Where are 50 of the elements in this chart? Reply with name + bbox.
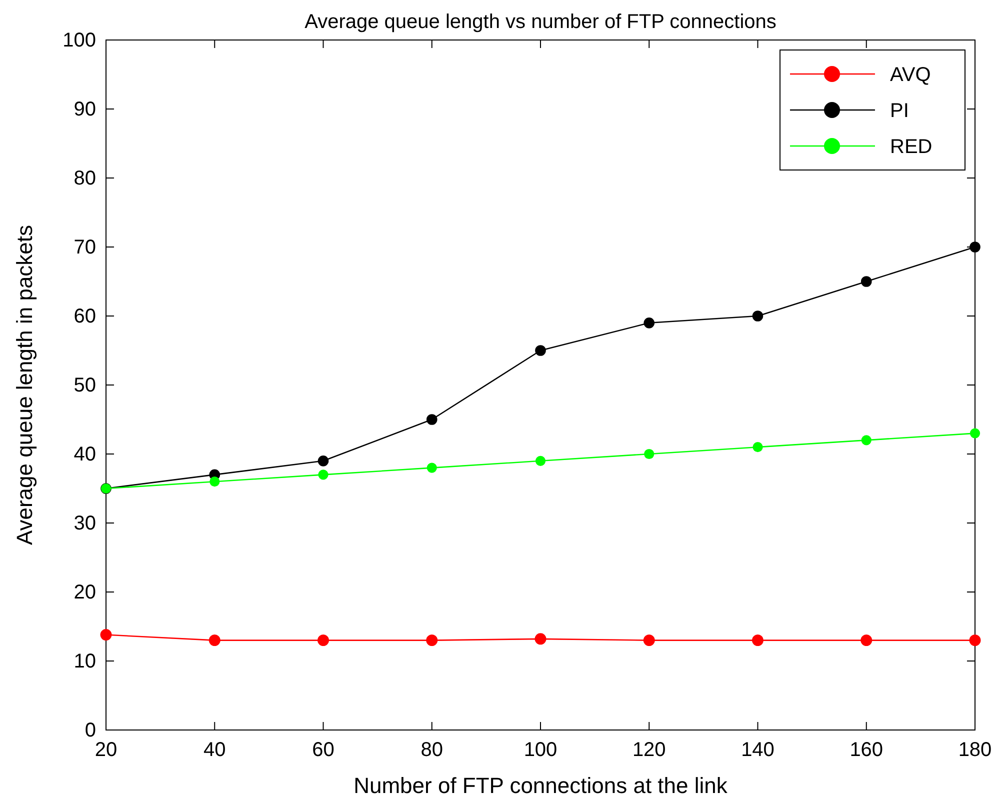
- x-tick-label: 120: [632, 739, 666, 762]
- point: [752, 310, 764, 322]
- point: [860, 634, 872, 646]
- point: [534, 633, 546, 645]
- point: [210, 476, 220, 487]
- y-tick-label: 30: [74, 512, 96, 534]
- point: [644, 448, 654, 460]
- y-tick-label: 0: [84, 719, 96, 742]
- point: [969, 634, 981, 646]
- y-tick-label: 10: [74, 650, 96, 672]
- point: [644, 318, 655, 328]
- legend-label: PI: [890, 100, 909, 122]
- point: [317, 634, 330, 646]
- point: [208, 634, 220, 646]
- x-tick-label: 180: [958, 739, 992, 762]
- x-tick-label: 80: [420, 739, 443, 762]
- y-tick-label: 40: [74, 443, 96, 466]
- point: [535, 456, 546, 466]
- legend-label: RED: [890, 136, 932, 158]
- x-tick-label: 40: [204, 739, 226, 762]
- x-tick-label: 100: [524, 739, 558, 762]
- point: [752, 442, 763, 452]
- point: [318, 470, 328, 480]
- y-axis-title: Average queue length in packets: [12, 224, 37, 546]
- y-tick-label: 60: [74, 305, 96, 328]
- point: [426, 634, 438, 646]
- y-tick-label: 80: [74, 167, 96, 190]
- point: [970, 428, 980, 438]
- point: [426, 414, 438, 425]
- x-axis-title: Number of FTP connections at the link: [354, 773, 728, 798]
- legend-label: AVQ: [890, 64, 931, 86]
- y-tick-label: 70: [74, 236, 96, 258]
- x-tick-label: 20: [94, 739, 118, 762]
- point: [643, 634, 655, 646]
- point: [970, 242, 980, 252]
- point: [861, 435, 872, 446]
- y-tick-label: 50: [74, 374, 96, 396]
- y-tick-label: 90: [74, 98, 96, 120]
- point: [860, 276, 872, 287]
- y-tick-label: 20: [74, 581, 96, 604]
- point: [426, 462, 437, 473]
- point: [100, 629, 112, 641]
- x-tick-label: 160: [850, 739, 884, 762]
- point: [752, 634, 764, 646]
- x-tick-label: 60: [312, 739, 334, 762]
- chart-title: Average queue length vs number of FTP connections: [304, 11, 776, 33]
- point: [535, 345, 546, 356]
- y-tick-label: 100: [62, 29, 96, 52]
- point: [318, 456, 329, 466]
- x-tick-label: 140: [741, 739, 774, 762]
